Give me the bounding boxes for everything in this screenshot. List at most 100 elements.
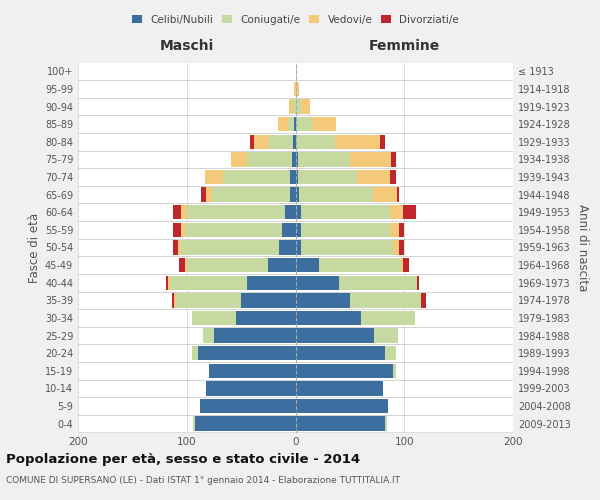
- Bar: [296, 346, 385, 360]
- Bar: [181, 240, 279, 254]
- Bar: [391, 152, 395, 166]
- Bar: [418, 276, 419, 290]
- Bar: [293, 134, 296, 149]
- Bar: [293, 100, 296, 114]
- Bar: [203, 328, 214, 343]
- Bar: [390, 205, 403, 220]
- Bar: [288, 117, 295, 132]
- Bar: [247, 152, 292, 166]
- Bar: [168, 276, 170, 290]
- Bar: [232, 152, 247, 166]
- Bar: [296, 240, 301, 254]
- Bar: [397, 188, 399, 202]
- Bar: [296, 117, 312, 132]
- Text: Femmine: Femmine: [368, 39, 440, 53]
- Bar: [401, 258, 403, 272]
- Bar: [187, 205, 284, 220]
- Bar: [299, 188, 373, 202]
- Bar: [296, 311, 361, 325]
- Bar: [298, 152, 350, 166]
- Bar: [296, 381, 383, 396]
- Bar: [200, 399, 296, 413]
- Bar: [278, 117, 288, 132]
- Bar: [268, 258, 296, 272]
- Text: Maschi: Maschi: [160, 39, 214, 53]
- Bar: [394, 364, 395, 378]
- Bar: [312, 117, 336, 132]
- Bar: [385, 346, 395, 360]
- Bar: [212, 188, 290, 202]
- Bar: [181, 205, 187, 220]
- Bar: [290, 188, 296, 202]
- Bar: [296, 152, 298, 166]
- Bar: [206, 381, 296, 396]
- Bar: [296, 100, 301, 114]
- Bar: [319, 258, 401, 272]
- Bar: [390, 222, 399, 237]
- Bar: [296, 364, 394, 378]
- Bar: [301, 100, 310, 114]
- Bar: [296, 399, 388, 413]
- Bar: [192, 311, 236, 325]
- Bar: [295, 82, 296, 96]
- Y-axis label: Anni di nascita: Anni di nascita: [576, 204, 589, 291]
- Bar: [173, 205, 181, 220]
- Legend: Celibi/Nubili, Coniugati/e, Vedovi/e, Divorziati/e: Celibi/Nubili, Coniugati/e, Vedovi/e, Di…: [128, 10, 463, 29]
- Bar: [214, 328, 296, 343]
- Bar: [223, 170, 290, 184]
- Bar: [197, 346, 296, 360]
- Bar: [181, 222, 185, 237]
- Bar: [178, 240, 181, 254]
- Bar: [361, 311, 415, 325]
- Bar: [394, 240, 399, 254]
- Bar: [289, 100, 293, 114]
- Bar: [174, 293, 176, 308]
- Bar: [296, 170, 298, 184]
- Bar: [292, 152, 296, 166]
- Bar: [170, 276, 247, 290]
- Bar: [350, 152, 391, 166]
- Bar: [301, 222, 390, 237]
- Bar: [390, 170, 395, 184]
- Bar: [173, 222, 181, 237]
- Bar: [179, 258, 185, 272]
- Bar: [206, 188, 212, 202]
- Bar: [269, 134, 293, 149]
- Bar: [283, 222, 296, 237]
- Bar: [385, 416, 387, 431]
- Bar: [399, 222, 404, 237]
- Bar: [247, 276, 296, 290]
- Bar: [209, 364, 296, 378]
- Bar: [373, 188, 397, 202]
- Bar: [201, 188, 206, 202]
- Bar: [403, 205, 416, 220]
- Bar: [380, 134, 385, 149]
- Bar: [241, 293, 296, 308]
- Y-axis label: Fasce di età: Fasce di età: [28, 212, 41, 282]
- Bar: [296, 293, 350, 308]
- Bar: [193, 416, 196, 431]
- Bar: [298, 170, 358, 184]
- Bar: [187, 258, 268, 272]
- Bar: [296, 276, 339, 290]
- Bar: [296, 188, 299, 202]
- Bar: [296, 258, 319, 272]
- Bar: [176, 293, 241, 308]
- Bar: [335, 134, 380, 149]
- Bar: [296, 134, 335, 149]
- Bar: [296, 205, 301, 220]
- Bar: [296, 82, 299, 96]
- Bar: [250, 134, 254, 149]
- Bar: [284, 205, 296, 220]
- Bar: [185, 222, 283, 237]
- Bar: [290, 170, 296, 184]
- Bar: [296, 222, 301, 237]
- Bar: [172, 293, 174, 308]
- Bar: [236, 311, 296, 325]
- Bar: [421, 293, 426, 308]
- Bar: [296, 328, 374, 343]
- Bar: [374, 328, 398, 343]
- Bar: [205, 170, 223, 184]
- Bar: [399, 240, 404, 254]
- Bar: [350, 293, 421, 308]
